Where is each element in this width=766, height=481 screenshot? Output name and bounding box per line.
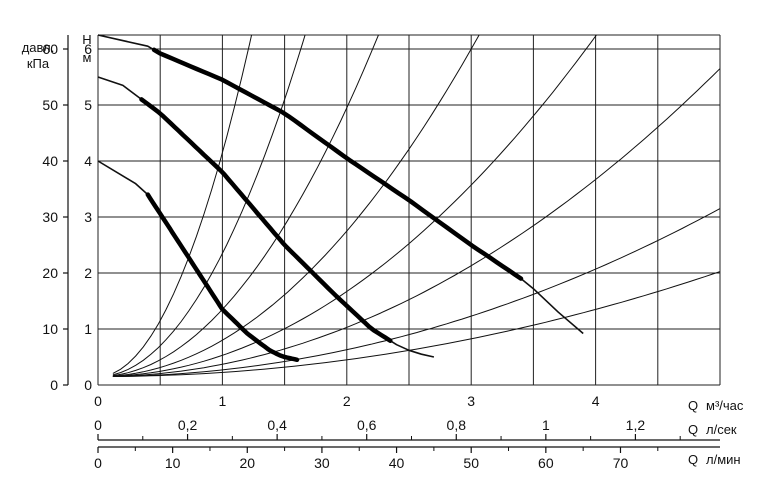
- system-curve: [112, 35, 379, 377]
- kpa-tick-label: 40: [42, 153, 58, 169]
- kpa-tick-label: 60: [42, 41, 58, 57]
- system-curve: [112, 68, 720, 377]
- kpa-axis-label-line1: давл.: [22, 40, 55, 55]
- lmin-tick-label: 30: [314, 455, 330, 471]
- m-tick-label: 1: [84, 321, 92, 337]
- m-tick-label: 2: [84, 265, 92, 281]
- m-tick-label: 3: [84, 209, 92, 225]
- system-curve: [112, 35, 480, 377]
- system-curve: [112, 271, 720, 377]
- ls-axis-unit: л/сек: [706, 422, 737, 437]
- lmin-axis-q: Q: [688, 452, 698, 467]
- m-tick-label: 6: [84, 41, 92, 57]
- m-tick-label: 0: [84, 377, 92, 393]
- system-curve: [112, 35, 253, 374]
- ls-tick-label: 1: [542, 417, 550, 433]
- lmin-tick-label: 40: [389, 455, 405, 471]
- pump-curve-1: [97, 160, 298, 361]
- pump-curve-3: [97, 34, 584, 335]
- lmin-tick-label: 50: [463, 455, 479, 471]
- kpa-tick-label: 20: [42, 265, 58, 281]
- lmin-tick-label: 10: [165, 455, 181, 471]
- system-curve: [112, 208, 720, 377]
- pump-curve-1-operating-range: [145, 192, 300, 363]
- lmin-tick-label: 70: [613, 455, 629, 471]
- ls-tick-label: 0,8: [447, 417, 467, 433]
- m3h-tick-label: 1: [219, 393, 227, 409]
- pump-curves: [97, 34, 584, 363]
- system-curve: [112, 35, 306, 376]
- m3h-tick-label: 4: [592, 393, 600, 409]
- ls-tick-label: 0,2: [178, 417, 198, 433]
- kpa-tick-label: 30: [42, 209, 58, 225]
- kpa-tick-label: 0: [50, 377, 58, 393]
- m3h-tick-label: 3: [467, 393, 475, 409]
- lmin-tick-label: 60: [538, 455, 554, 471]
- m-tick-label: 4: [84, 153, 92, 169]
- ls-axis-q: Q: [688, 422, 698, 437]
- ls-tick-label: 0: [94, 417, 102, 433]
- m-axis-label-line1: H: [82, 32, 91, 47]
- lmin-tick-label: 20: [239, 455, 255, 471]
- ls-tick-label: 1,2: [626, 417, 646, 433]
- m3h-axis-q: Q: [688, 398, 698, 413]
- kpa-tick-label: 10: [42, 321, 58, 337]
- ls-tick-label: 0,6: [357, 417, 377, 433]
- m-tick-label: 5: [84, 97, 92, 113]
- lmin-tick-label: 0: [94, 455, 102, 471]
- chart-grid: [97, 34, 721, 386]
- system-curves: [112, 35, 720, 377]
- m3h-tick-label: 2: [343, 393, 351, 409]
- ls-tick-label: 0,4: [267, 417, 287, 433]
- m3h-axis-unit: м³/час: [706, 398, 744, 413]
- lmin-axis-unit: л/мин: [706, 452, 741, 467]
- pump-curve-3-operating-range: [151, 47, 524, 281]
- m-axis-label-line2: м: [83, 50, 92, 65]
- m3h-tick-label: 0: [94, 393, 102, 409]
- kpa-tick-label: 50: [42, 97, 58, 113]
- pump-curve-2-operating-range: [139, 97, 393, 344]
- system-curve: [112, 35, 598, 377]
- kpa-axis-label-line2: кПа: [27, 56, 50, 71]
